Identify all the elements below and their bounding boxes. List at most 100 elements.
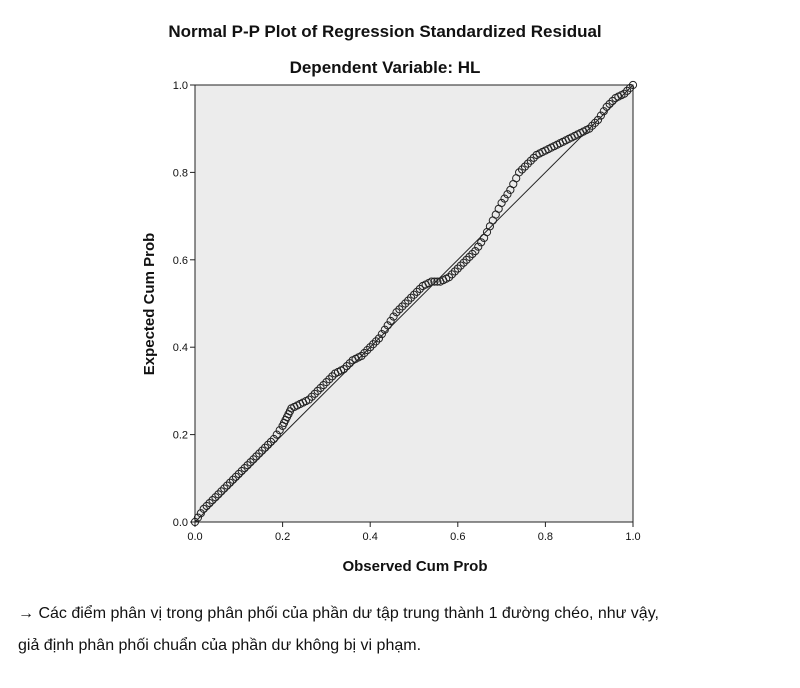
y-tick-label: 0.8 xyxy=(173,167,188,179)
data-point xyxy=(345,359,354,368)
data-point xyxy=(316,383,325,393)
x-tick-label: 0.2 xyxy=(275,531,290,543)
data-point xyxy=(255,449,264,458)
data-point xyxy=(237,466,246,476)
data-point xyxy=(497,198,506,208)
data-point xyxy=(459,258,468,267)
data-point xyxy=(503,190,512,199)
data-point xyxy=(246,458,255,467)
pp-plot-chart: 0.0 0.2 0.4 0.6 0.8 1.0 0.0 0.2 0.4 0.6 0.8 1.0 Obs… xyxy=(141,80,641,575)
data-point xyxy=(220,484,229,493)
data-point xyxy=(500,194,509,203)
data-point xyxy=(231,472,240,481)
data-point xyxy=(392,308,401,317)
data-point xyxy=(588,121,597,130)
data-point xyxy=(319,380,328,390)
data-point xyxy=(357,351,366,361)
chart-title: Normal P-P Plot of Regression Standardiz… xyxy=(168,22,602,41)
data-point xyxy=(474,242,483,251)
data-point xyxy=(430,277,439,286)
data-point xyxy=(196,509,205,518)
x-tick-label: 1.0 xyxy=(625,531,640,543)
data-point xyxy=(471,246,480,256)
data-point xyxy=(313,386,322,395)
data-point xyxy=(371,337,381,346)
data-point xyxy=(366,343,375,352)
data-point xyxy=(240,464,249,473)
y-tick-label: 1.0 xyxy=(173,80,188,92)
x-tick-label: 0.6 xyxy=(450,531,465,543)
data-point xyxy=(360,348,369,358)
data-point xyxy=(252,452,261,461)
data-point xyxy=(339,364,349,374)
data-point xyxy=(325,375,334,384)
data-point xyxy=(374,334,384,343)
y-tick-label: 0.0 xyxy=(173,517,188,529)
y-tick-label: 0.2 xyxy=(173,430,188,442)
data-point xyxy=(208,496,217,505)
data-point xyxy=(456,261,465,270)
data-point xyxy=(275,426,284,435)
data-point xyxy=(462,255,471,264)
data-points xyxy=(190,80,638,527)
data-point xyxy=(377,329,386,339)
data-point xyxy=(228,475,238,484)
data-point xyxy=(266,437,276,446)
data-point xyxy=(623,86,632,95)
y-axis-label: Expected Cum Prob xyxy=(141,233,158,376)
data-point xyxy=(269,434,278,444)
data-point xyxy=(453,264,462,273)
data-point xyxy=(389,312,398,321)
data-point xyxy=(217,487,226,496)
data-point xyxy=(310,389,319,398)
caption-line-2: giả định phân phối chuẩn của phần dư khô… xyxy=(18,637,422,654)
data-point xyxy=(386,316,395,326)
data-point xyxy=(523,159,532,168)
data-point xyxy=(404,296,413,305)
data-point xyxy=(249,455,258,464)
data-point xyxy=(304,395,313,404)
data-point xyxy=(223,481,232,490)
data-point xyxy=(585,124,594,133)
data-point xyxy=(599,107,608,116)
x-tick-label: 0.0 xyxy=(187,531,202,543)
data-point xyxy=(427,277,436,286)
data-point xyxy=(211,493,220,502)
data-point xyxy=(515,168,524,177)
x-tick-label: 0.4 xyxy=(363,531,378,543)
data-point xyxy=(526,156,535,165)
data-point xyxy=(243,461,252,470)
data-point xyxy=(406,293,416,302)
data-point xyxy=(517,165,527,174)
data-point xyxy=(380,325,389,334)
axis-ticks: 0.0 0.2 0.4 0.6 0.8 1.0 0.0 0.2 0.4 0.6 0.8 1.0 xyxy=(173,80,641,543)
data-point xyxy=(363,346,372,355)
data-point xyxy=(205,498,214,508)
data-point xyxy=(477,238,486,247)
data-point xyxy=(412,287,422,296)
data-point xyxy=(234,469,243,479)
data-point xyxy=(447,270,457,279)
y-tick-label: 0.4 xyxy=(173,342,188,354)
data-point xyxy=(520,162,530,171)
data-point xyxy=(401,299,410,308)
data-point xyxy=(199,504,208,513)
data-point xyxy=(415,284,424,294)
data-point xyxy=(529,153,538,162)
data-point xyxy=(342,362,351,371)
data-point xyxy=(190,517,200,527)
data-point xyxy=(307,392,316,401)
data-point xyxy=(272,430,281,439)
data-point xyxy=(260,443,270,452)
data-point xyxy=(263,440,273,449)
data-point xyxy=(409,290,419,299)
data-point xyxy=(395,305,404,314)
data-point xyxy=(322,378,331,387)
chart-subtitle: Dependent Variable: HL xyxy=(289,58,481,77)
data-point xyxy=(465,252,474,261)
data-point xyxy=(369,340,378,349)
data-point xyxy=(468,249,477,259)
x-tick-label: 0.8 xyxy=(538,531,553,543)
data-point xyxy=(605,99,614,109)
data-point xyxy=(596,111,605,120)
